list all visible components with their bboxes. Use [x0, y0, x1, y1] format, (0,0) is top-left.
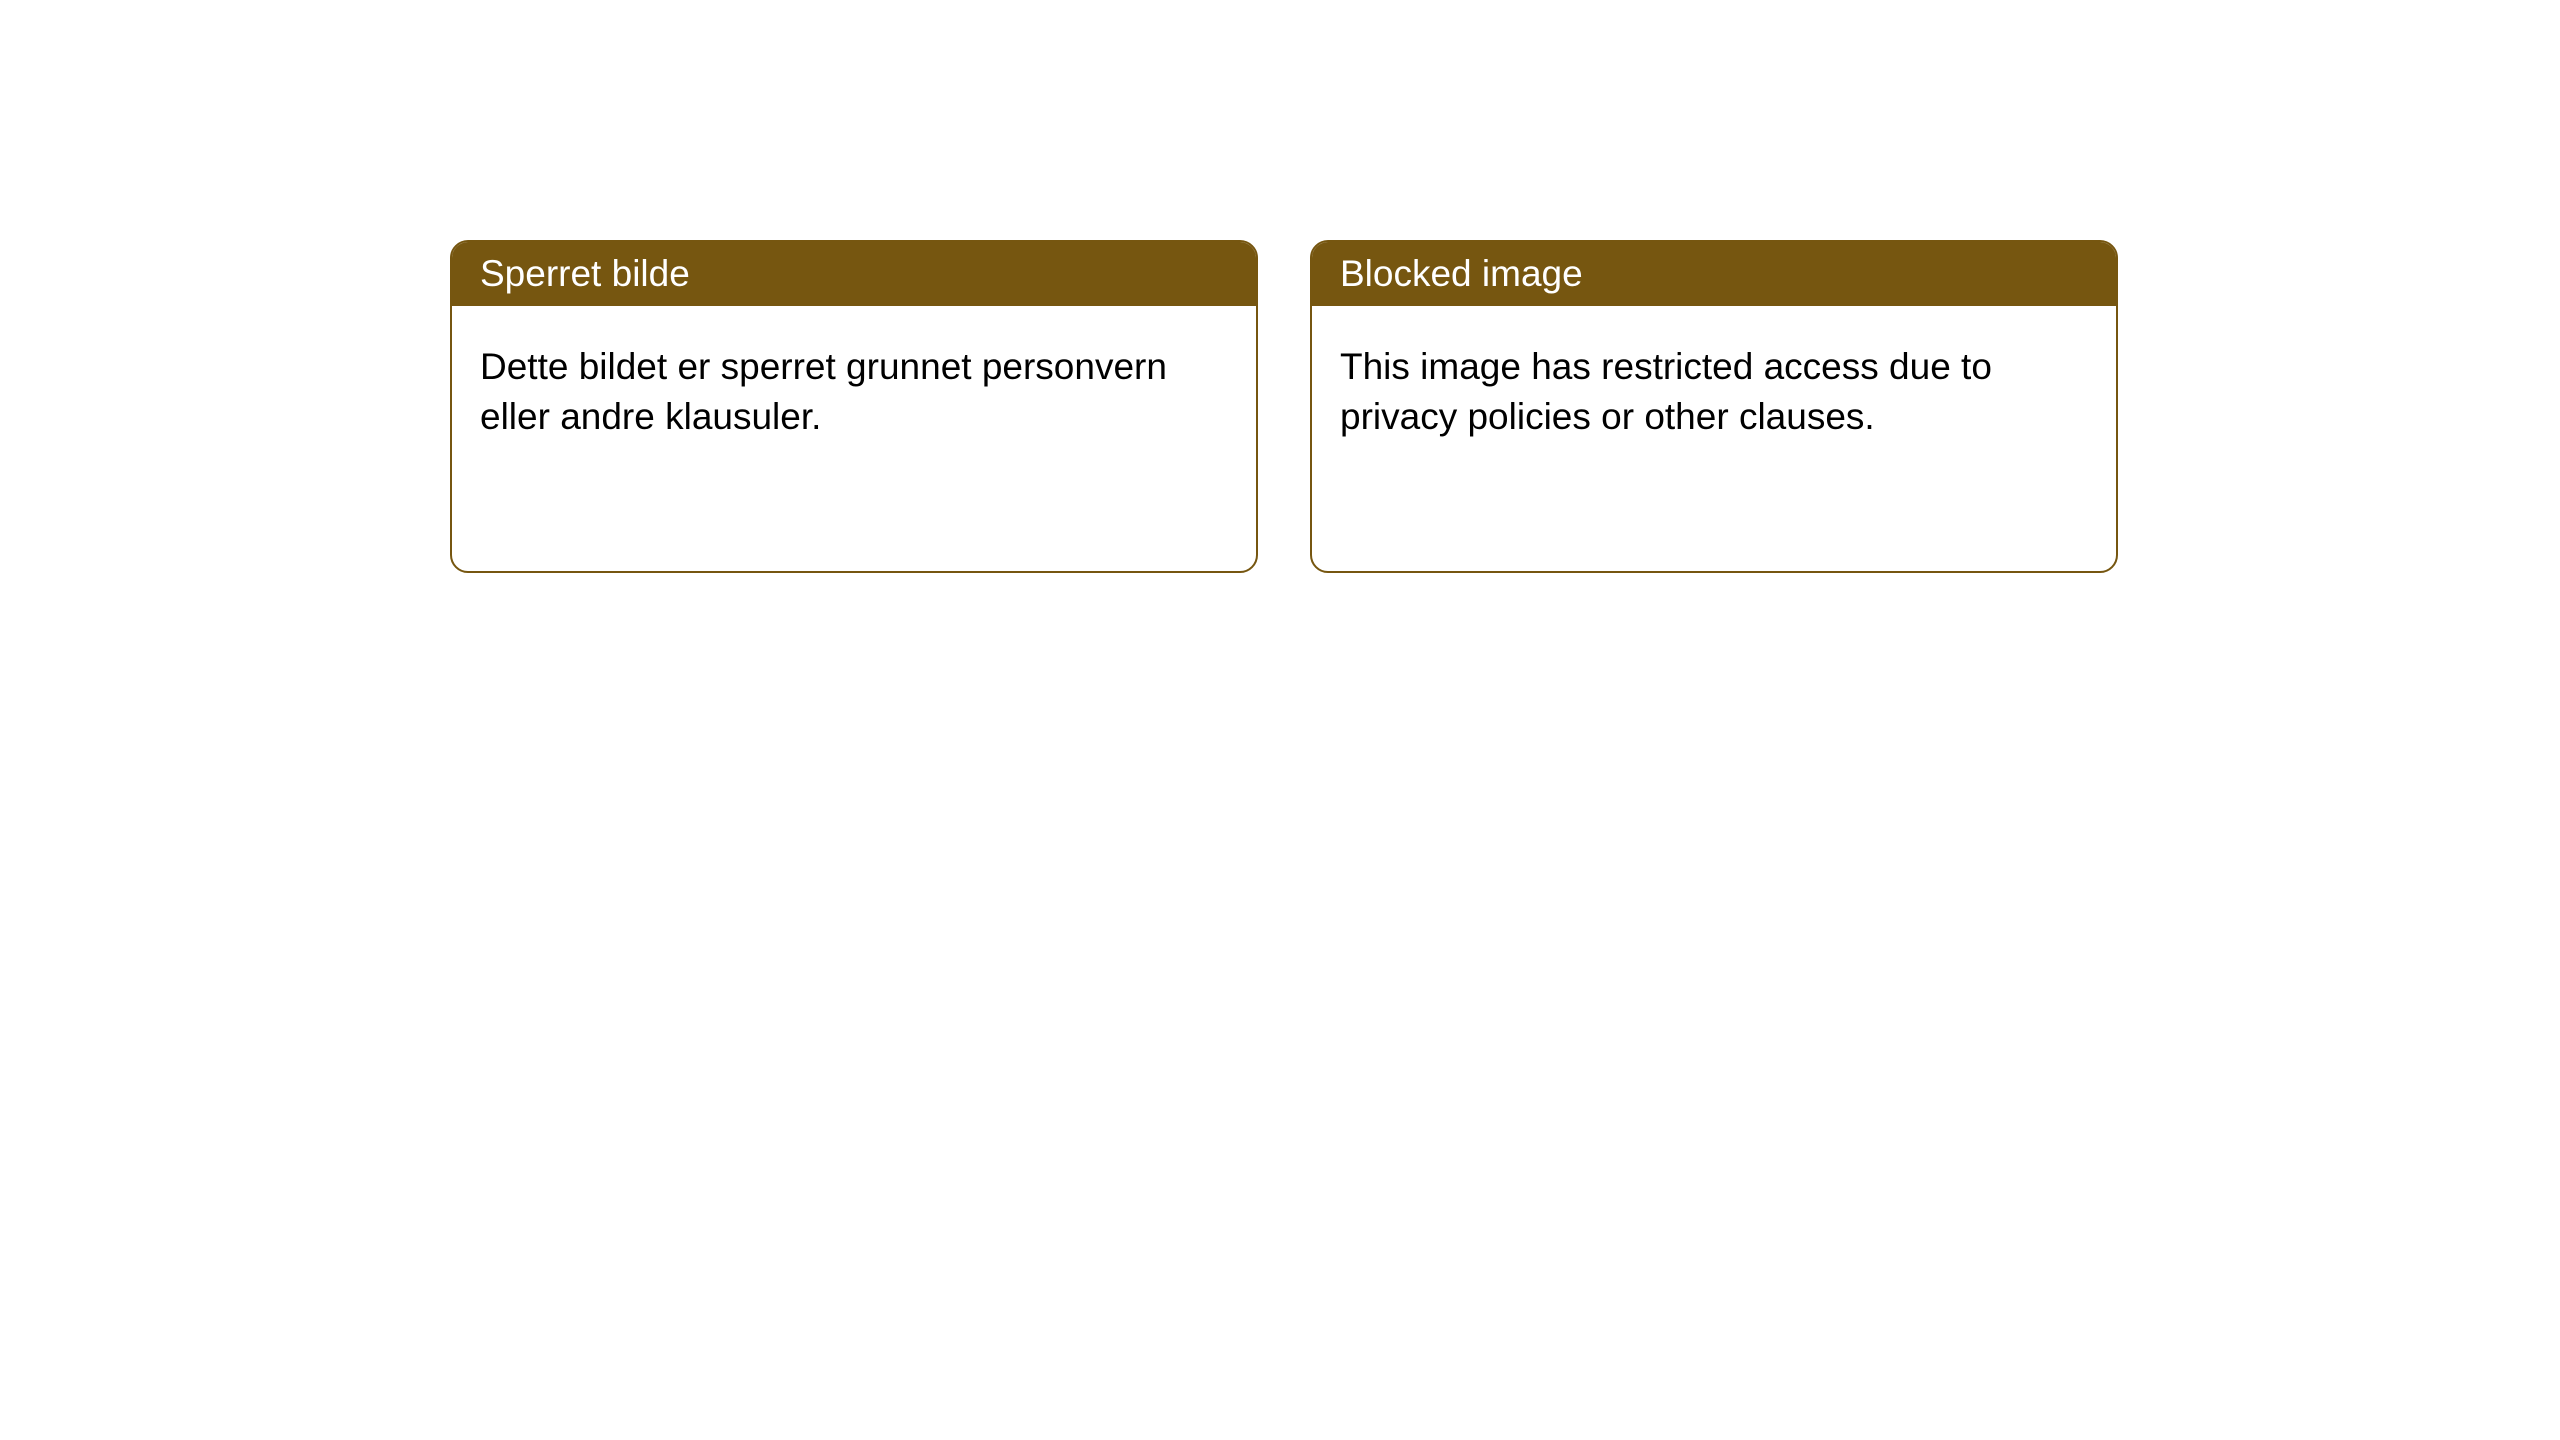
notice-body: This image has restricted access due to …: [1312, 306, 2116, 478]
notice-body: Dette bildet er sperret grunnet personve…: [452, 306, 1256, 478]
notice-box-english: Blocked image This image has restricted …: [1310, 240, 2118, 573]
notice-container: Sperret bilde Dette bildet er sperret gr…: [0, 0, 2560, 573]
notice-header: Sperret bilde: [452, 242, 1256, 306]
notice-box-norwegian: Sperret bilde Dette bildet er sperret gr…: [450, 240, 1258, 573]
notice-header: Blocked image: [1312, 242, 2116, 306]
